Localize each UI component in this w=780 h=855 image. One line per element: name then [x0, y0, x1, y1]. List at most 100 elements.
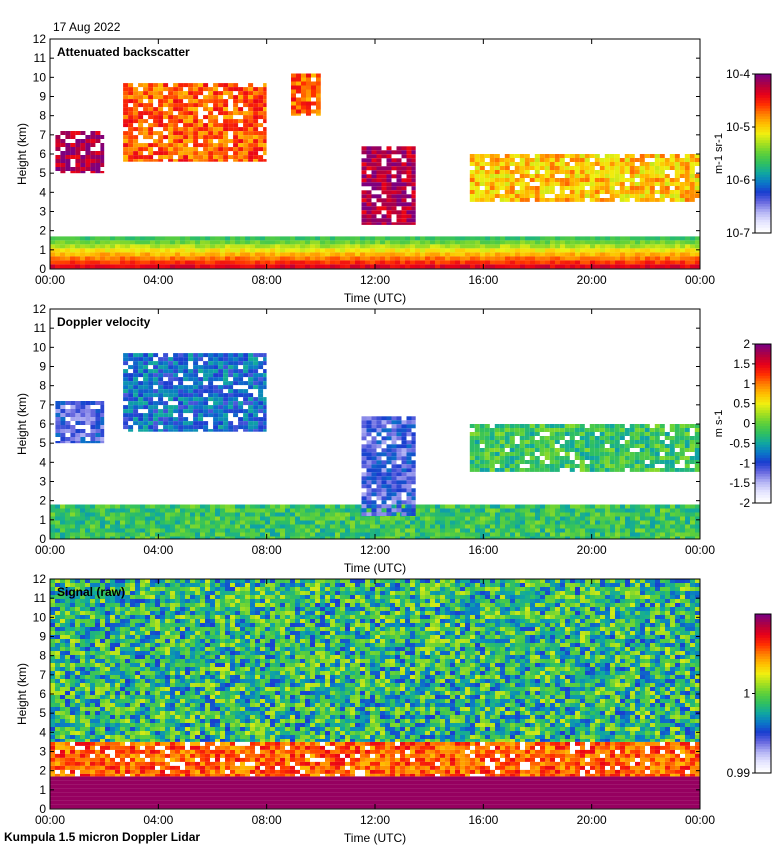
colorbar-tick-label: 0.99 — [727, 766, 751, 780]
x-tick-label: 00:00 — [35, 273, 65, 287]
y-tick-label: 3 — [39, 745, 46, 759]
feature-cloud-midday — [362, 416, 416, 516]
date-label: 17 Aug 2022 — [53, 20, 120, 34]
y-tick-label: 1 — [39, 243, 46, 257]
colorbar-tick-label: -1 — [739, 456, 750, 470]
colorbar-tick-label: -2 — [739, 496, 750, 510]
x-tick-label: 00:00 — [685, 543, 715, 557]
x-tick-label: 00:00 — [35, 543, 65, 557]
y-tick-label: 6 — [39, 687, 46, 701]
heatmap-cells — [50, 579, 700, 809]
y-tick-label: 8 — [39, 649, 46, 663]
colorbar-tick-label: 10-4 — [726, 67, 750, 81]
y-tick-label: 4 — [39, 185, 46, 199]
x-tick-label: 20:00 — [577, 543, 607, 557]
colorbar-tick-label: 1.5 — [733, 357, 750, 371]
y-tick-label: 2 — [39, 494, 46, 508]
x-tick-label: 12:00 — [360, 813, 390, 827]
colorbar-tick-label: -1.5 — [729, 476, 750, 490]
panel-title: Signal (raw) — [57, 585, 125, 599]
y-axis-label: Height (km) — [15, 393, 29, 455]
y-tick-label: 12 — [33, 572, 47, 586]
feature-cloud-early — [55, 401, 104, 443]
x-axis-label: Time (UTC) — [344, 291, 406, 305]
y-tick-label: 3 — [39, 475, 46, 489]
colorbar: 2 1.5 1 0.5 0 -0.5 -1 -1.5 -2 m s-1 — [713, 337, 771, 510]
y-tick-label: 6 — [39, 147, 46, 161]
x-tick-label: 04:00 — [143, 543, 173, 557]
feature-cloud-early — [55, 131, 104, 173]
y-axis-label: Height (km) — [15, 663, 29, 725]
colorbar: 10-410-510-610-7m-1 sr-1 — [713, 67, 771, 240]
y-tick-label: 4 — [39, 455, 46, 469]
x-tick-label: 16:00 — [468, 543, 498, 557]
x-tick-label: 16:00 — [468, 813, 498, 827]
y-tick-label: 11 — [34, 51, 47, 65]
feature-aerosol-layer — [50, 742, 700, 777]
y-tick-label: 10 — [33, 610, 47, 624]
colorbar-label: m-1 sr-1 — [713, 133, 725, 174]
colorbar-tick-label: 10-5 — [726, 120, 750, 134]
x-tick-label: 00:00 — [685, 273, 715, 287]
x-tick-label: 00:00 — [35, 813, 65, 827]
y-tick-label: 8 — [39, 109, 46, 123]
colorbar-tick-label: 1 — [743, 377, 750, 391]
y-tick-label: 3 — [39, 205, 46, 219]
heatmap-cells — [50, 353, 700, 539]
y-tick-label: 2 — [39, 764, 46, 778]
y-tick-label: 8 — [39, 379, 46, 393]
x-tick-label: 04:00 — [143, 813, 173, 827]
y-tick-label: 6 — [39, 417, 46, 431]
y-tick-label: 7 — [39, 398, 46, 412]
x-tick-label: 00:00 — [685, 813, 715, 827]
x-tick-label: 08:00 — [252, 543, 282, 557]
feature-cloud-afternoon — [470, 154, 700, 202]
x-tick-label: 08:00 — [252, 273, 282, 287]
panel-title: Attenuated backscatter — [57, 45, 190, 59]
x-tick-label: 08:00 — [252, 813, 282, 827]
y-tick-label: 12 — [33, 302, 47, 316]
colorbar-tick-label: 2 — [743, 337, 750, 351]
feature-cloud-9utc — [291, 74, 321, 116]
colorbar-tick-label: 10-6 — [726, 173, 750, 187]
y-tick-label: 7 — [39, 668, 46, 682]
x-tick-label: 04:00 — [143, 273, 173, 287]
y-tick-label: 1 — [39, 513, 46, 527]
y-tick-label: 2 — [39, 224, 46, 238]
y-axis-label: Height (km) — [15, 123, 29, 185]
x-tick-label: 20:00 — [577, 273, 607, 287]
x-tick-label: 12:00 — [360, 543, 390, 557]
y-tick-label: 9 — [39, 360, 46, 374]
x-tick-label: 20:00 — [577, 813, 607, 827]
y-tick-label: 5 — [39, 706, 46, 720]
panel-title: Doppler velocity — [57, 315, 151, 329]
x-tick-label: 12:00 — [360, 273, 390, 287]
colorbar-tick-label: 0.5 — [733, 397, 750, 411]
feature-noise-background — [50, 579, 700, 742]
x-axis-label: Time (UTC) — [344, 561, 406, 575]
instrument-label: Kumpula 1.5 micron Doppler Lidar — [4, 830, 200, 844]
y-tick-label: 4 — [39, 725, 46, 739]
colorbar-tick-label: -0.5 — [729, 436, 750, 450]
y-tick-label: 11 — [34, 321, 47, 335]
colorbar-tick-label: 1 — [743, 687, 750, 701]
y-tick-label: 11 — [34, 591, 47, 605]
feature-cloud-afternoon — [470, 424, 700, 472]
colorbar-tick-label: 0 — [743, 417, 750, 431]
y-tick-label: 5 — [39, 166, 46, 180]
x-axis-label: Time (UTC) — [344, 831, 406, 845]
y-tick-label: 7 — [39, 128, 46, 142]
y-tick-label: 9 — [39, 630, 46, 644]
y-tick-label: 10 — [33, 340, 47, 354]
colorbar: 10.99 — [727, 614, 771, 780]
y-tick-label: 5 — [39, 436, 46, 450]
feature-cloud-midday — [362, 146, 416, 225]
y-tick-label: 10 — [33, 70, 47, 84]
colorbar-label: m s-1 — [713, 410, 725, 438]
y-tick-label: 1 — [39, 783, 46, 797]
